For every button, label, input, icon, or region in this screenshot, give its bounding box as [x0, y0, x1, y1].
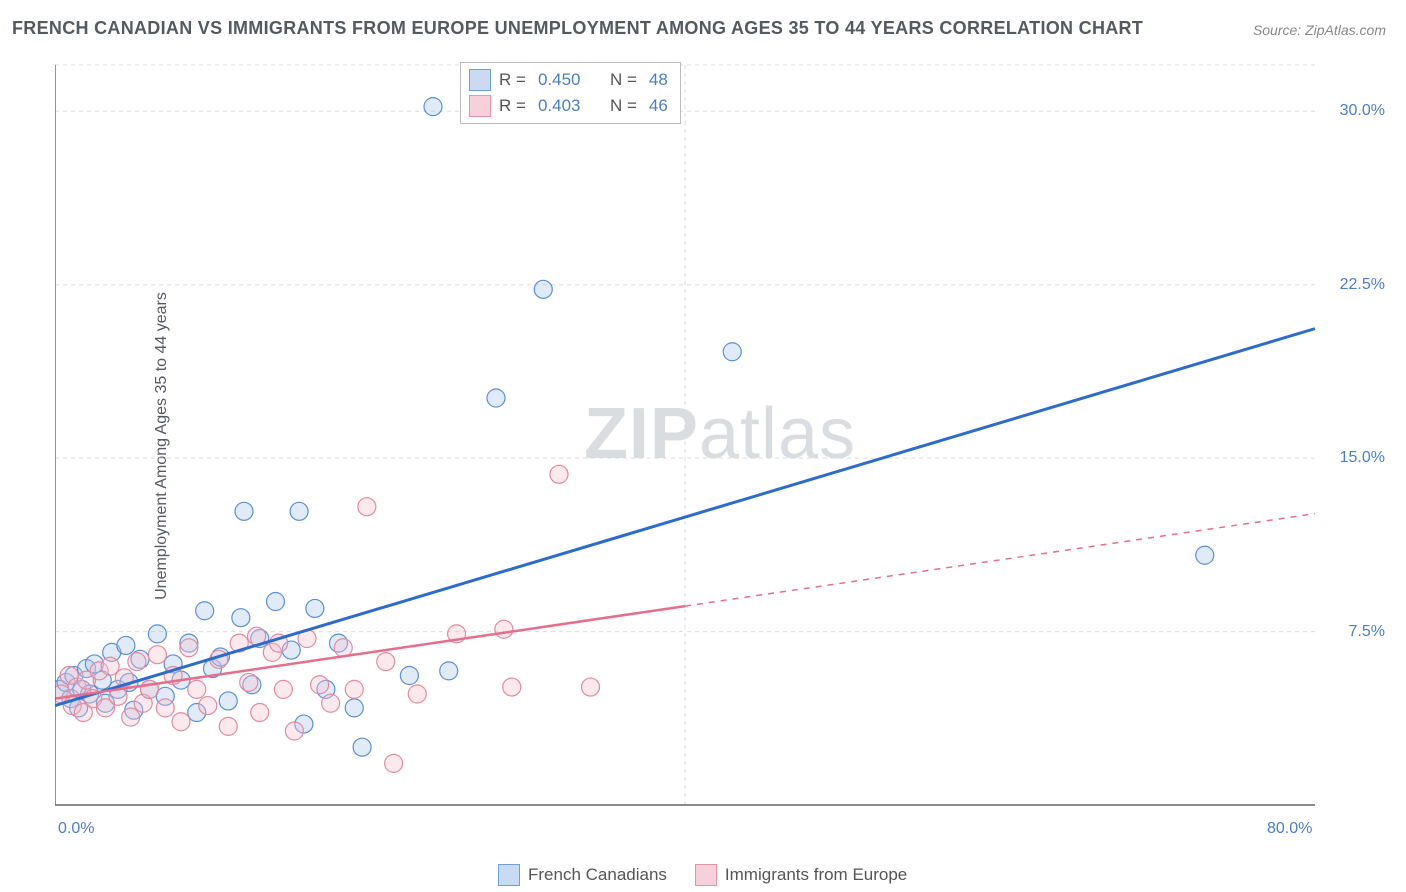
data-point — [424, 98, 442, 116]
data-point — [1196, 546, 1214, 564]
data-point — [148, 646, 166, 664]
data-point — [235, 502, 253, 520]
data-point — [199, 697, 217, 715]
data-point — [267, 593, 285, 611]
data-point — [723, 343, 741, 361]
stats-row-french_canadians: R = 0.450 N = 48 — [469, 67, 672, 93]
y-tick-label: 22.5% — [1340, 276, 1385, 294]
r-value: 0.403 — [538, 96, 581, 116]
legend-label: Immigrants from Europe — [725, 865, 907, 885]
n-label: N = — [610, 96, 637, 116]
trend-line-extrapolated — [685, 514, 1315, 607]
x-tick-label: 80.0% — [1267, 820, 1312, 838]
data-point — [232, 609, 250, 627]
data-point — [172, 713, 190, 731]
data-point — [117, 636, 135, 654]
legend-item-french_canadians: French Canadians — [498, 864, 667, 886]
data-point — [440, 662, 458, 680]
series-legend: French Canadians Immigrants from Europe — [498, 864, 907, 886]
data-point — [487, 389, 505, 407]
y-tick-label: 30.0% — [1340, 102, 1385, 120]
data-point — [274, 680, 292, 698]
scatter-plot-svg — [55, 60, 1385, 840]
stats-row-immigrants_europe: R = 0.403 N = 46 — [469, 93, 672, 119]
r-label: R = — [499, 96, 526, 116]
source-attribution: Source: ZipAtlas.com — [1253, 22, 1386, 38]
data-point — [334, 639, 352, 657]
data-point — [345, 699, 363, 717]
n-value: 48 — [649, 70, 668, 90]
data-point — [400, 667, 418, 685]
plot-area: ZIPatlas — [55, 60, 1385, 840]
y-tick-label: 7.5% — [1349, 623, 1385, 641]
data-point — [345, 680, 363, 698]
data-point — [180, 639, 198, 657]
data-point — [156, 699, 174, 717]
swatch-icon — [695, 864, 717, 886]
correlation-stats-box: R = 0.450 N = 48 R = 0.403 N = 46 — [460, 62, 681, 124]
data-point — [408, 685, 426, 703]
data-point — [322, 694, 340, 712]
y-tick-label: 15.0% — [1340, 449, 1385, 467]
n-value: 46 — [649, 96, 668, 116]
data-point — [385, 754, 403, 772]
data-point — [377, 653, 395, 671]
data-point — [495, 620, 513, 638]
r-label: R = — [499, 70, 526, 90]
data-point — [219, 692, 237, 710]
swatch-icon — [469, 95, 491, 117]
chart-container: FRENCH CANADIAN VS IMMIGRANTS FROM EUROP… — [0, 0, 1406, 892]
legend-item-immigrants_europe: Immigrants from Europe — [695, 864, 907, 886]
data-point — [148, 625, 166, 643]
n-label: N = — [610, 70, 637, 90]
swatch-icon — [498, 864, 520, 886]
data-point — [534, 280, 552, 298]
data-point — [219, 717, 237, 735]
data-point — [196, 602, 214, 620]
data-point — [128, 653, 146, 671]
data-point — [290, 502, 308, 520]
data-point — [285, 722, 303, 740]
data-point — [122, 708, 140, 726]
r-value: 0.450 — [538, 70, 581, 90]
data-point — [188, 680, 206, 698]
data-point — [306, 599, 324, 617]
data-point — [311, 676, 329, 694]
data-point — [582, 678, 600, 696]
swatch-icon — [469, 69, 491, 91]
data-point — [353, 738, 371, 756]
data-point — [550, 465, 568, 483]
data-point — [240, 673, 258, 691]
data-point — [358, 498, 376, 516]
x-tick-label: 0.0% — [58, 820, 94, 838]
data-point — [503, 678, 521, 696]
legend-label: French Canadians — [528, 865, 667, 885]
chart-title: FRENCH CANADIAN VS IMMIGRANTS FROM EUROP… — [12, 18, 1143, 39]
data-point — [251, 704, 269, 722]
